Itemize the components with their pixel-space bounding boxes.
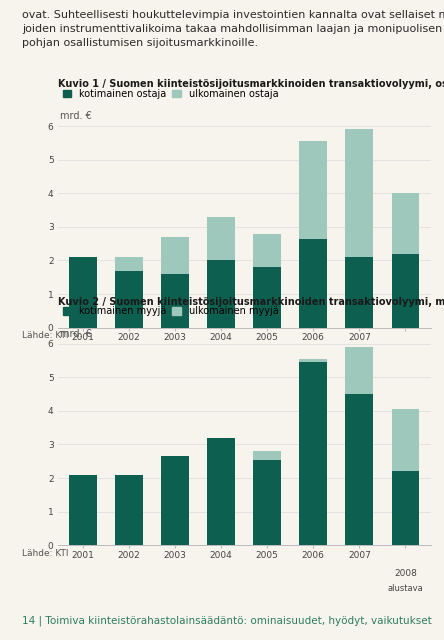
Text: alustava: alustava	[388, 584, 423, 593]
Bar	[299, 359, 327, 362]
Bar	[115, 475, 143, 545]
Text: Lähde: KTI: Lähde: KTI	[22, 331, 69, 340]
Bar	[161, 456, 189, 545]
Text: 14 | Toimiva kiinteistörahastolainsäädäntö: ominaisuudet, hyödyt, vaikutukset: 14 | Toimiva kiinteistörahastolainsäädän…	[22, 616, 432, 627]
Text: ovat. Suhteellisesti houkuttelevimpia investointien kannalta ovat sellaiset mark: ovat. Suhteellisesti houkuttelevimpia in…	[22, 10, 444, 49]
Bar	[345, 347, 373, 394]
Bar	[207, 260, 235, 328]
Bar	[254, 451, 281, 460]
Bar	[392, 409, 419, 471]
Bar	[392, 253, 419, 328]
Bar	[69, 475, 97, 545]
Text: alustava: alustava	[388, 366, 423, 375]
Bar	[161, 274, 189, 328]
Bar	[345, 394, 373, 545]
Bar	[299, 362, 327, 545]
Bar	[345, 257, 373, 328]
Bar	[69, 257, 97, 328]
Text: Lähde: KTI: Lähde: KTI	[22, 548, 69, 557]
Bar	[254, 234, 281, 268]
Text: 2008: 2008	[394, 351, 417, 360]
Bar	[161, 237, 189, 274]
Bar	[207, 438, 235, 545]
Bar	[345, 129, 373, 257]
Text: mrd. €: mrd. €	[60, 329, 92, 339]
Legend: kotimainen myyjä, ulkomainen myyjä: kotimainen myyjä, ulkomainen myyjä	[63, 306, 278, 316]
Bar	[207, 217, 235, 260]
Bar	[115, 257, 143, 271]
Bar	[299, 239, 327, 328]
Bar	[254, 268, 281, 328]
Legend: kotimainen ostaja, ulkomainen ostaja: kotimainen ostaja, ulkomainen ostaja	[63, 88, 278, 99]
Text: 2008: 2008	[394, 569, 417, 578]
Text: Kuvio 2 / Suomen kiinteistösijoitusmarkkinoiden transaktiovolyymi, myyjien mukaa: Kuvio 2 / Suomen kiinteistösijoitusmarkk…	[58, 297, 444, 307]
Bar	[392, 193, 419, 253]
Text: Kuvio 1 / Suomen kiinteistösijoitusmarkkinoiden transaktiovolyymi, ostajien muka: Kuvio 1 / Suomen kiinteistösijoitusmarkk…	[58, 79, 444, 89]
Bar	[254, 460, 281, 545]
Text: mrd. €: mrd. €	[60, 111, 92, 121]
Bar	[392, 471, 419, 545]
Bar	[299, 141, 327, 239]
Bar	[115, 271, 143, 328]
